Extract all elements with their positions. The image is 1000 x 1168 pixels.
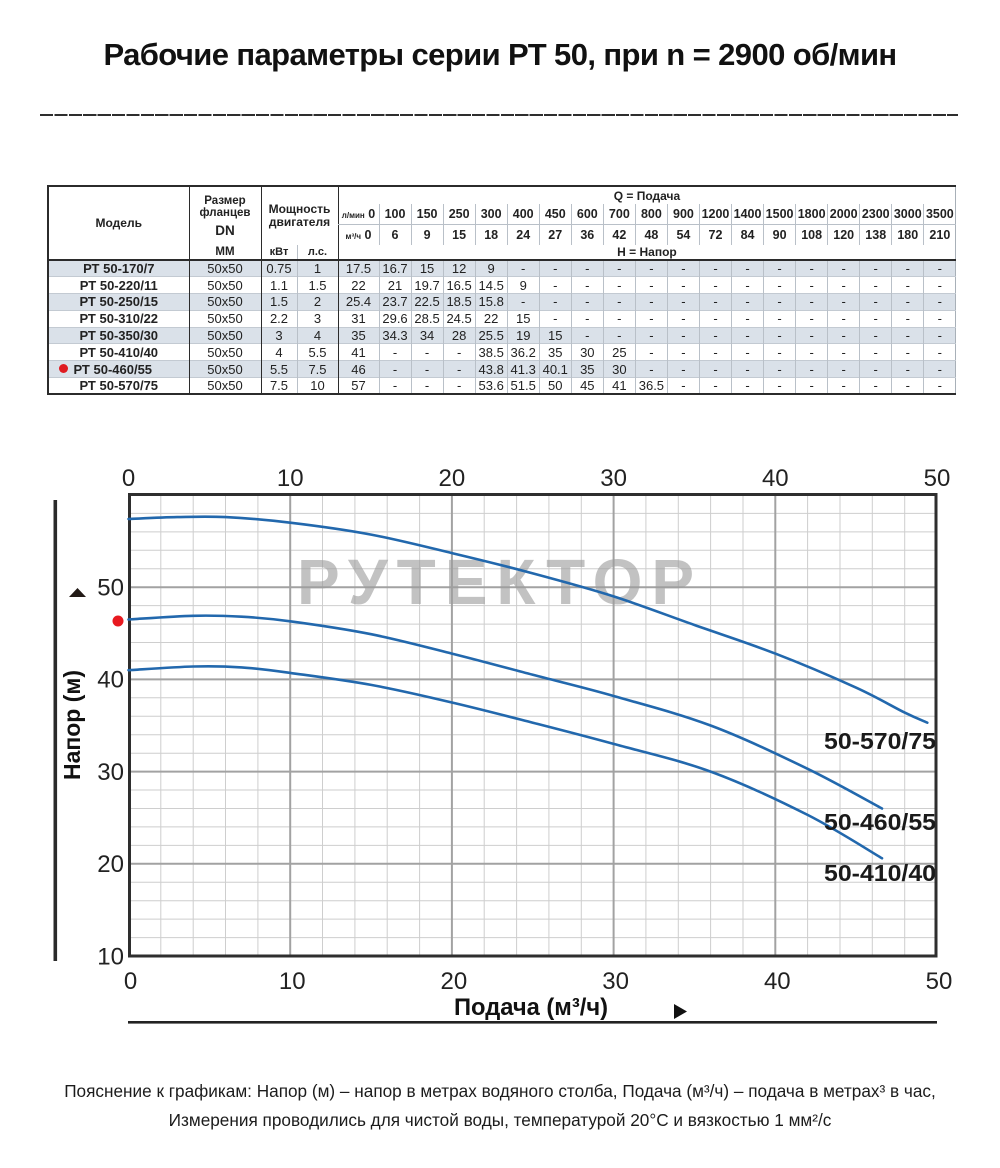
- svg-text:10: 10: [279, 968, 306, 995]
- svg-text:50-460/55: 50-460/55: [824, 809, 936, 835]
- svg-text:0: 0: [122, 465, 135, 492]
- svg-text:50-410/40: 50-410/40: [824, 860, 936, 886]
- svg-text:50: 50: [926, 968, 953, 995]
- svg-text:0: 0: [124, 968, 137, 995]
- svg-text:10: 10: [277, 465, 304, 492]
- svg-text:40: 40: [764, 968, 791, 995]
- svg-text:30: 30: [602, 968, 629, 995]
- svg-text:50: 50: [924, 465, 951, 492]
- svg-text:40: 40: [762, 465, 789, 492]
- svg-text:50: 50: [97, 575, 124, 602]
- svg-text:РУТЕКТОР: РУТЕКТОР: [297, 546, 703, 618]
- svg-text:40: 40: [97, 667, 124, 694]
- svg-text:10: 10: [97, 943, 124, 970]
- svg-text:30: 30: [600, 465, 627, 492]
- svg-text:Подача (м³/ч): Подача (м³/ч): [454, 994, 608, 1021]
- svg-text:Напор (м): Напор (м): [59, 670, 85, 780]
- svg-text:20: 20: [441, 968, 468, 995]
- svg-text:20: 20: [439, 465, 466, 492]
- svg-text:20: 20: [97, 851, 124, 878]
- svg-text:30: 30: [97, 759, 124, 786]
- svg-text:50-570/75: 50-570/75: [824, 728, 936, 754]
